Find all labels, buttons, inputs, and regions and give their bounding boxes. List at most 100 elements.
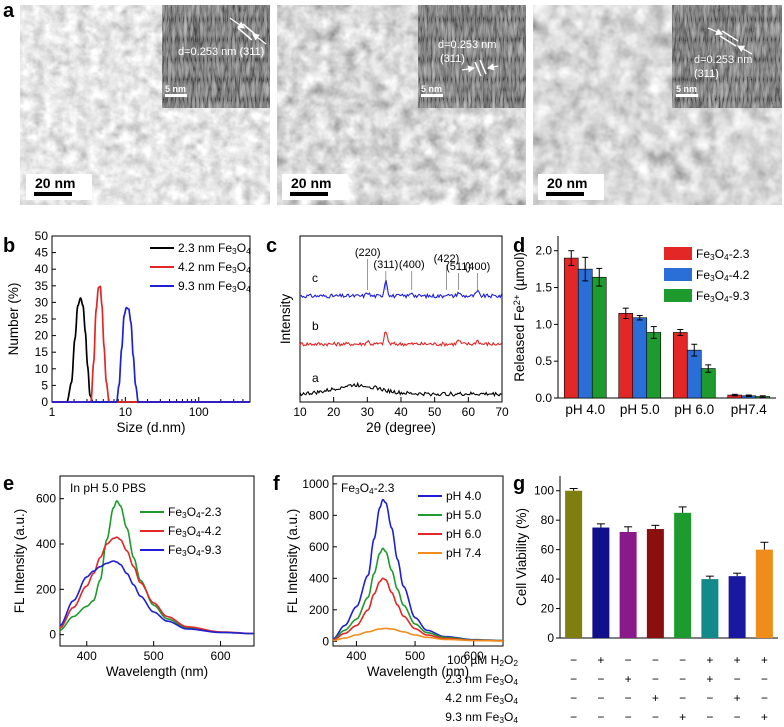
condition-mark: −	[734, 710, 741, 724]
x-tick-label: 50	[428, 405, 442, 419]
condition-mark: −	[625, 653, 632, 667]
peak-label: (220)	[355, 247, 381, 259]
condition-mark: −	[625, 710, 632, 724]
y-tick-label: 0.0	[535, 391, 552, 405]
bar-Fe3O4-2.3-pH4.0	[563, 257, 579, 399]
panel-e-letter: e	[3, 473, 14, 495]
series-line-2	[332, 547, 503, 642]
legend-label-4: pH 7.4	[446, 546, 482, 560]
legend-label-1: pH 4.0	[446, 489, 482, 503]
legend-swatch-3	[664, 289, 692, 302]
condition-mark: −	[679, 672, 686, 686]
series-line-2	[59, 536, 254, 635]
hrtem-inset-2: d=0.253 nm (311) 5 nm	[418, 5, 526, 108]
scale-bar-label-2: 20 nm	[291, 175, 331, 191]
condition-label-4: 9.3 nm Fe3O4	[445, 710, 518, 725]
panel-f-letter: f	[273, 473, 280, 495]
condition-mark: −	[652, 653, 659, 667]
bar-5	[674, 512, 692, 638]
legend-swatch-1	[664, 247, 692, 260]
condition-mark: −	[679, 691, 686, 705]
y-tick-label: 20	[541, 602, 555, 616]
condition-mark: −	[570, 691, 577, 705]
inset-scale-label-3: 5 nm	[676, 84, 697, 94]
legend-swatch-2	[664, 268, 692, 281]
condition-mark: +	[652, 691, 659, 705]
category-label: pH 5.0	[620, 402, 660, 417]
condition-mark: −	[570, 672, 577, 686]
legend-label-3: Fe3O4-9.3	[168, 543, 222, 558]
x-tick-label: 600	[211, 649, 231, 663]
legend-label-2: pH 5.0	[446, 508, 482, 522]
legend-label-1: Fe3O4-2.3	[696, 247, 750, 262]
y-tick-label: 0.5	[535, 354, 552, 368]
xrd-curve-b	[299, 331, 502, 348]
hrtem-inset-3: d=0.253 nm (311) 5 nm	[672, 5, 782, 108]
condition-mark: −	[679, 653, 686, 667]
tem-image-3: d=0.253 nm (311) 5 nm 20 nm	[533, 5, 782, 205]
y-tick-label: 5	[41, 378, 48, 392]
y-tick-label: 45	[35, 246, 49, 260]
bar-6	[701, 579, 719, 638]
series-line-4	[332, 627, 504, 642]
y-tick-label: 0	[322, 634, 329, 648]
x-tick-label: 10	[293, 405, 307, 419]
peak-label: (511)	[446, 261, 471, 273]
y-tick-label: 50	[35, 229, 49, 243]
x-tick-label: 100	[189, 405, 209, 419]
condition-mark: −	[734, 672, 741, 686]
series-line-1	[332, 498, 503, 642]
condition-mark: +	[706, 672, 713, 686]
y-tick-label: 40	[541, 572, 555, 586]
condition-mark: +	[625, 672, 632, 686]
chart-g-cell-viability: g 0 20 40 60 80 100 Cell Viability (%) 100 µM H2…	[445, 473, 778, 725]
condition-mark: +	[706, 653, 713, 667]
condition-mark: −	[706, 710, 713, 724]
y-tick-label: 0	[41, 395, 48, 409]
legend-label-3: 9.3 nm Fe3O4	[178, 279, 251, 294]
y-tick-label: 10	[35, 362, 49, 376]
curve-label-a: a	[312, 371, 319, 385]
y-axis-label: Released Fe2+ (µmol)	[512, 252, 527, 382]
y-tick-label: 0	[49, 628, 56, 642]
condition-mark: −	[597, 672, 604, 686]
y-tick-label: 1.5	[535, 281, 552, 295]
bar-Fe3O4-2.3-pH5.0	[618, 313, 634, 399]
y-tick-label: 80	[541, 513, 555, 527]
annotation: In pH 5.0 PBS	[70, 481, 146, 495]
series-line-1	[52, 296, 250, 403]
condition-mark: −	[652, 672, 659, 686]
y-tick-label: 25	[35, 312, 49, 326]
x-tick-label: 10	[119, 405, 133, 419]
d-spacing-label-2: d=0.253 nm	[438, 39, 496, 51]
legend-label-1: Fe3O4-2.3	[168, 505, 222, 520]
condition-mark: +	[761, 653, 768, 667]
x-axis-label: 2θ (degree)	[366, 420, 436, 435]
panel-d-letter: d	[513, 235, 525, 257]
condition-mark: −	[570, 710, 577, 724]
bar-Fe3O4-9.3-pH6.0	[700, 368, 716, 399]
x-tick-label: 1	[49, 405, 56, 419]
condition-mark: +	[734, 691, 741, 705]
bar-7	[728, 576, 746, 638]
x-tick-label: 400	[346, 649, 366, 663]
bar-Fe3O4-4.2-pH5.0	[632, 317, 648, 399]
bar-Fe3O4-4.2-pH4.0	[577, 268, 593, 399]
x-tick-label: 30	[361, 405, 375, 419]
x-axis-label: Wavelength (nm)	[367, 664, 469, 679]
curve-label-c: c	[312, 271, 318, 285]
condition-label-3: 4.2 nm Fe3O4	[445, 691, 518, 706]
bar-Fe3O4-9.3-pH5.0	[646, 332, 662, 399]
category-label: pH 4.0	[565, 402, 605, 417]
tem-image-2: d=0.253 nm (311) 5 nm 20 nm	[277, 5, 526, 205]
y-axis-label: FL Intensity (a.u.)	[12, 509, 27, 614]
x-tick-label: 20	[327, 405, 341, 419]
legend-label-1: 2.3 nm Fe3O4	[178, 241, 251, 256]
y-tick-label: 800	[309, 508, 329, 522]
condition-mark: −	[706, 691, 713, 705]
legend-label-2: 4.2 nm Fe3O4	[178, 260, 251, 275]
y-tick-label: 20	[35, 329, 49, 343]
